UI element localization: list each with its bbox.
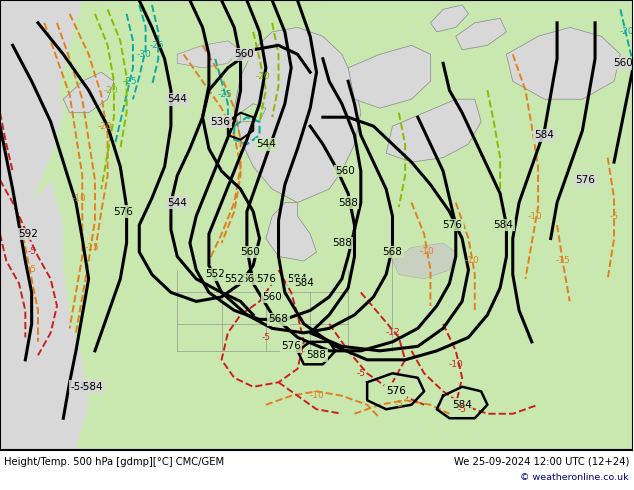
Text: 584: 584: [493, 220, 513, 230]
Text: -10: -10: [448, 360, 463, 369]
Text: -12: -12: [385, 328, 400, 338]
Polygon shape: [178, 41, 240, 68]
Text: -584: -584: [80, 382, 103, 392]
Text: -10: -10: [464, 256, 479, 266]
Text: -20: -20: [619, 27, 634, 36]
Text: -10: -10: [72, 194, 86, 202]
Polygon shape: [0, 0, 633, 450]
Text: -5: -5: [27, 247, 36, 256]
Text: -5: -5: [609, 212, 619, 220]
Text: -20: -20: [103, 86, 118, 95]
Text: -5: -5: [458, 405, 467, 414]
Polygon shape: [0, 0, 63, 225]
Text: 568: 568: [269, 315, 288, 324]
Polygon shape: [430, 5, 469, 32]
Polygon shape: [392, 243, 456, 279]
Text: 560: 560: [262, 292, 282, 302]
Text: 584: 584: [288, 274, 307, 284]
Text: -25: -25: [150, 41, 164, 50]
Text: 576: 576: [443, 220, 463, 230]
Text: -25: -25: [217, 90, 232, 99]
Text: We 25-09-2024 12:00 UTC (12+24): We 25-09-2024 12:00 UTC (12+24): [454, 457, 629, 466]
Text: 544: 544: [167, 94, 187, 104]
Text: 588: 588: [307, 350, 327, 360]
Text: -25: -25: [122, 77, 137, 86]
Polygon shape: [266, 202, 316, 261]
Text: 560: 560: [614, 58, 633, 68]
Text: 560: 560: [335, 166, 355, 176]
Text: -5: -5: [27, 266, 36, 274]
Text: -20: -20: [256, 72, 270, 81]
Text: -5: -5: [394, 400, 403, 409]
Text: 584: 584: [452, 400, 472, 410]
Text: -15: -15: [556, 256, 571, 266]
Text: 576: 576: [576, 175, 595, 185]
Text: 544: 544: [256, 139, 276, 149]
Text: -30: -30: [137, 50, 152, 59]
Text: 536: 536: [210, 117, 230, 127]
Polygon shape: [234, 27, 361, 202]
Text: -20: -20: [97, 122, 112, 131]
Text: 576: 576: [281, 342, 301, 351]
Text: -10: -10: [309, 392, 324, 400]
Text: 584: 584: [294, 278, 314, 289]
Polygon shape: [63, 72, 114, 113]
Text: 544: 544: [167, 197, 187, 208]
Text: -15: -15: [84, 243, 99, 252]
Text: -10: -10: [527, 212, 542, 220]
Polygon shape: [240, 104, 266, 122]
Text: -10: -10: [420, 247, 435, 256]
Text: 592: 592: [18, 229, 39, 239]
Text: -5: -5: [261, 333, 270, 342]
Polygon shape: [507, 27, 621, 99]
Text: 588: 588: [338, 197, 358, 208]
Text: 568: 568: [242, 274, 261, 284]
Text: 568: 568: [382, 247, 403, 257]
Text: 576: 576: [256, 274, 276, 284]
Text: 560: 560: [234, 49, 254, 59]
Polygon shape: [456, 18, 507, 50]
Text: 576: 576: [113, 207, 133, 217]
Polygon shape: [386, 99, 481, 162]
Text: 576: 576: [385, 386, 406, 396]
Text: 588: 588: [332, 238, 352, 248]
Text: -5: -5: [356, 369, 365, 378]
Text: © weatheronline.co.uk: © weatheronline.co.uk: [521, 473, 629, 482]
Text: 576: 576: [385, 386, 406, 396]
Text: 552: 552: [205, 270, 225, 279]
Text: 584: 584: [534, 130, 554, 140]
Text: -584: -584: [70, 382, 94, 392]
Polygon shape: [0, 180, 89, 450]
Text: Height/Temp. 500 hPa [gdmp][°C] CMC/GEM: Height/Temp. 500 hPa [gdmp][°C] CMC/GEM: [4, 457, 224, 466]
Text: 552: 552: [224, 274, 244, 284]
Polygon shape: [348, 45, 430, 108]
Text: 560: 560: [240, 247, 260, 257]
Bar: [0, 450, 633, 490]
Polygon shape: [0, 0, 633, 450]
